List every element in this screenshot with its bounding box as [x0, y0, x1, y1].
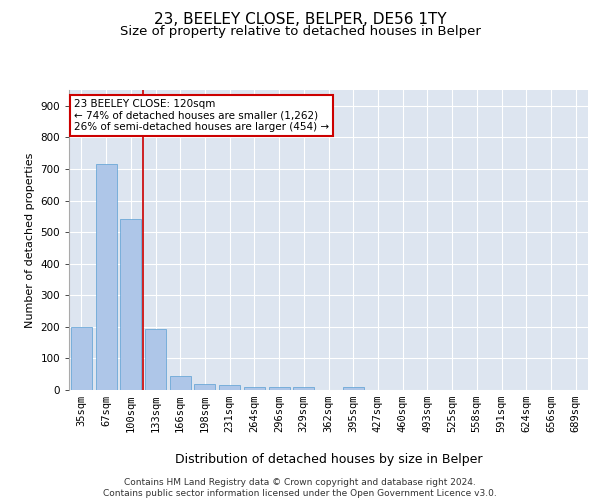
Bar — [170, 376, 191, 390]
Text: 23, BEELEY CLOSE, BELPER, DE56 1TY: 23, BEELEY CLOSE, BELPER, DE56 1TY — [154, 12, 446, 28]
Y-axis label: Number of detached properties: Number of detached properties — [25, 152, 35, 328]
Bar — [95, 164, 116, 390]
Text: Distribution of detached houses by size in Belper: Distribution of detached houses by size … — [175, 452, 482, 466]
Text: Size of property relative to detached houses in Belper: Size of property relative to detached ho… — [119, 25, 481, 38]
Bar — [269, 387, 290, 390]
Bar — [244, 387, 265, 390]
Text: Contains HM Land Registry data © Crown copyright and database right 2024.
Contai: Contains HM Land Registry data © Crown c… — [103, 478, 497, 498]
Bar — [343, 387, 364, 390]
Bar — [145, 329, 166, 390]
Text: 23 BEELEY CLOSE: 120sqm
← 74% of detached houses are smaller (1,262)
26% of semi: 23 BEELEY CLOSE: 120sqm ← 74% of detache… — [74, 99, 329, 132]
Bar — [219, 386, 240, 390]
Bar — [194, 384, 215, 390]
Bar — [120, 220, 141, 390]
Bar — [71, 327, 92, 390]
Bar — [293, 387, 314, 390]
